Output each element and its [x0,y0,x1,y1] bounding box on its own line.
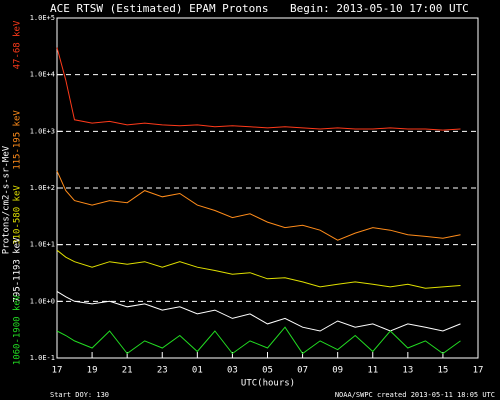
x-tick-label: 05 [262,366,273,376]
series-line [56,47,461,131]
x-tick-label: 11 [367,366,378,376]
chart-subtitle: Begin: 2013-05-10 17:00 UTC [290,2,469,15]
y-tick-label: 1.0E+4 [30,71,55,79]
series-label: 47-68 keV [13,20,23,69]
series-line [56,326,461,355]
x-tick-label: 13 [402,366,413,376]
x-axis-label: UTC(hours) [241,379,295,389]
x-tick-label: 07 [297,366,308,376]
y-tick-label: 1.0E+3 [30,127,55,135]
x-tick-label: 17 [52,366,63,376]
x-tick-label: 23 [157,366,168,376]
y-tick-label: 1.0E+1 [30,241,55,249]
y-tick-label: 1.0E+2 [30,184,55,192]
x-tick-label: 15 [437,366,448,376]
series-label: 310-580 keV [13,185,23,245]
y-tick-label: 1.0E-1 [30,354,55,362]
x-tick-label: 19 [87,366,98,376]
x-tick-label: 21 [122,366,133,376]
series-label: 795-1193 keV [13,237,23,303]
y-axis-label: Protons/cm2-s-sr-MeV [2,145,12,254]
chart-title: ACE RTSW (Estimated) EPAM Protons [50,2,269,15]
series-label: 1060-1900 keV [13,294,23,365]
series-line [56,170,461,241]
x-tick-label: 03 [227,366,238,376]
footer-right: NOAA/SWPC created 2013-05-11 18:05 UTC [335,391,495,399]
series-line [56,290,461,332]
y-tick-label: 1.0E+0 [30,297,55,305]
x-tick-label: 01 [192,366,203,376]
x-tick-label: 17 [473,366,484,376]
x-tick-label: 09 [332,366,343,376]
series-label: 115-195 keV [13,110,23,170]
y-tick-label: 1.0E+5 [30,14,55,22]
footer-left: Start DOY: 130 [50,391,109,399]
series-line [56,249,461,289]
